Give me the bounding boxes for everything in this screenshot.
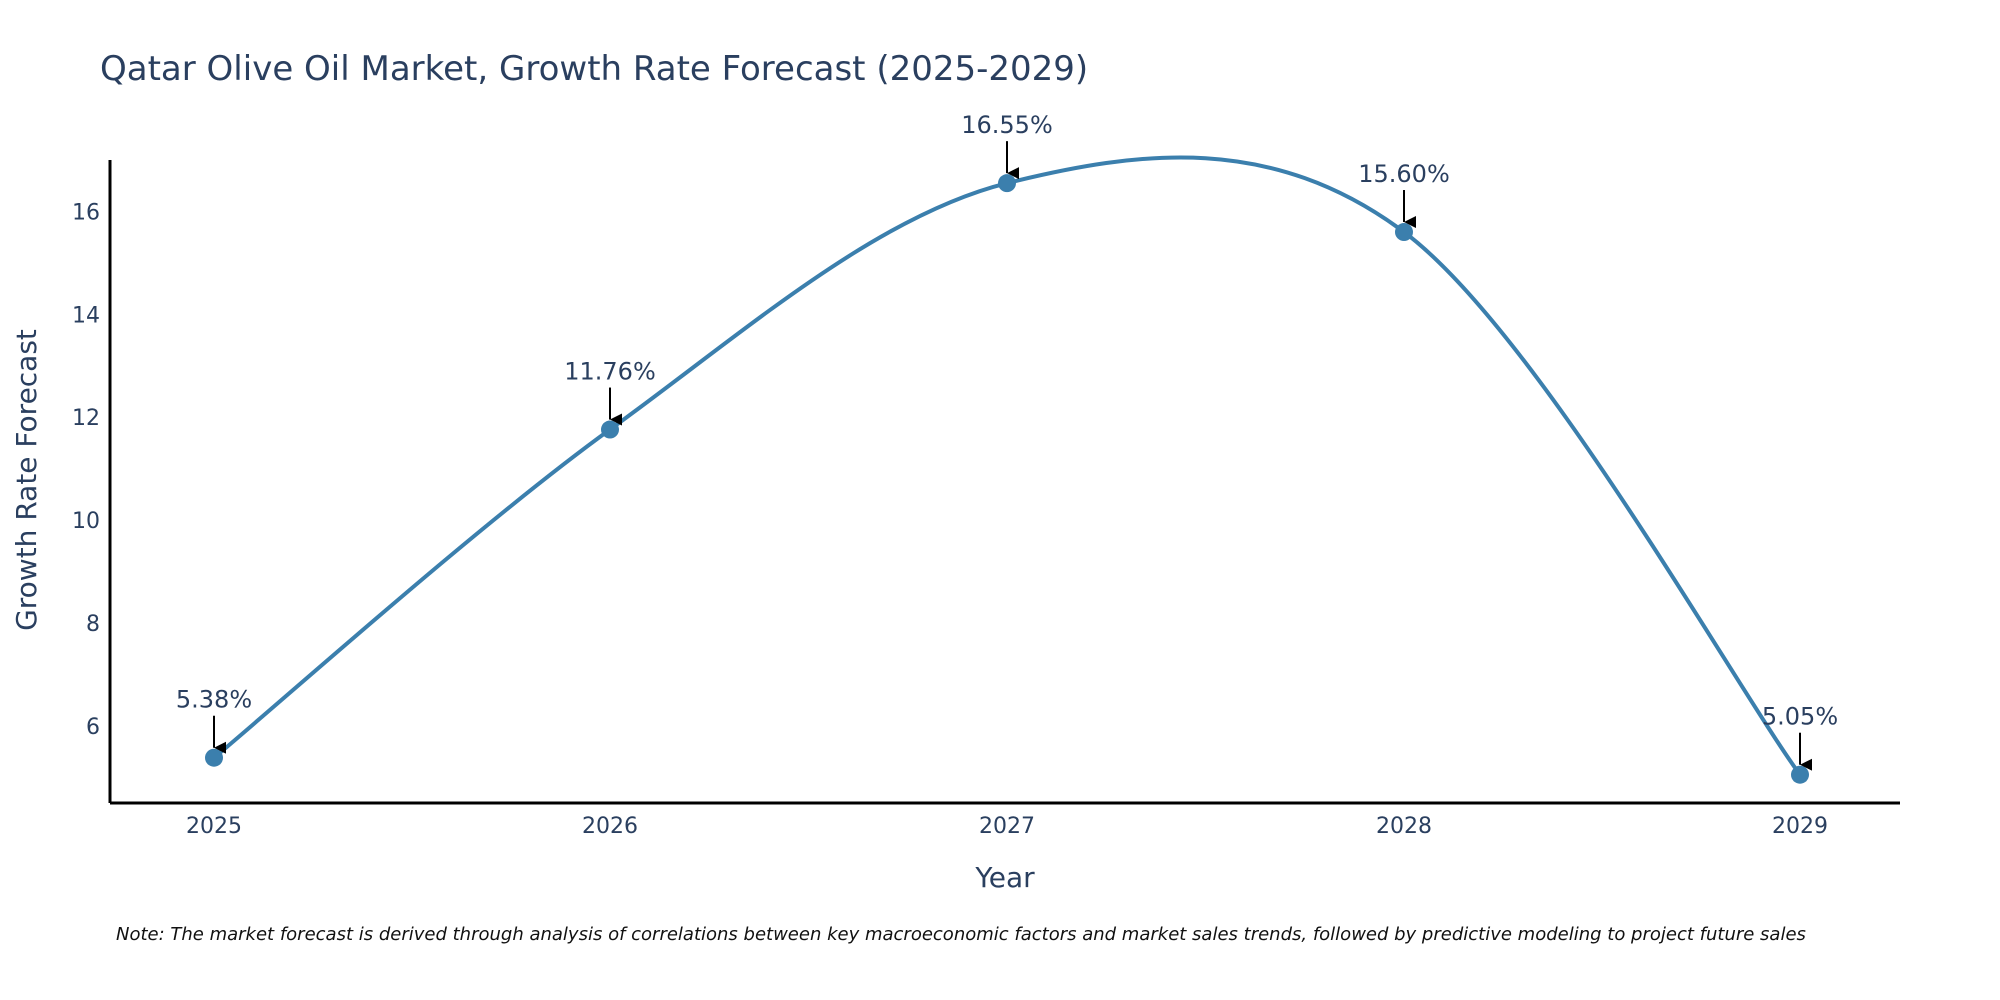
x-tick-label: 2028 (1376, 814, 1432, 839)
data-point-marker (998, 174, 1016, 193)
axes-group (108, 160, 1900, 805)
data-point-marker (1395, 223, 1413, 242)
x-tick-label: 2029 (1772, 814, 1828, 839)
x-ticks-group: 2025 2026 2027 2028 2029 (186, 814, 1828, 839)
y-ticks-group: 6 8 10 12 14 16 (72, 200, 100, 739)
y-tick-label: 6 (86, 715, 100, 740)
y-axis-title: Growth Rate Forecast (10, 329, 43, 631)
forecast-note: Note: The market forecast is derived thr… (116, 924, 1806, 945)
series-line (212, 155, 1802, 776)
series-markers-group (205, 174, 1809, 784)
data-label: 15.60% (1358, 160, 1450, 188)
y-tick-label: 14 (72, 303, 100, 328)
x-tick-label: 2027 (979, 814, 1035, 839)
data-label: 5.05% (1762, 703, 1838, 731)
y-tick-label: 16 (72, 200, 100, 225)
data-label-annotations: 5.38% 11.76% 16.55% 15.60% 5.05% (176, 111, 1838, 771)
data-label: 5.38% (176, 686, 252, 714)
data-label: 16.55% (961, 111, 1053, 139)
data-point-marker (601, 420, 619, 439)
data-label: 11.76% (564, 358, 656, 386)
chart-title: Qatar Olive Oil Market, Growth Rate Fore… (100, 49, 1088, 89)
x-axis-title: Year (974, 861, 1035, 894)
data-point-marker (205, 748, 223, 767)
x-tick-label: 2026 (582, 814, 638, 839)
y-tick-label: 8 (86, 612, 100, 637)
y-tick-label: 12 (72, 406, 100, 431)
y-tick-label: 10 (72, 509, 100, 534)
x-tick-label: 2025 (186, 814, 242, 839)
data-point-marker (1791, 765, 1809, 784)
